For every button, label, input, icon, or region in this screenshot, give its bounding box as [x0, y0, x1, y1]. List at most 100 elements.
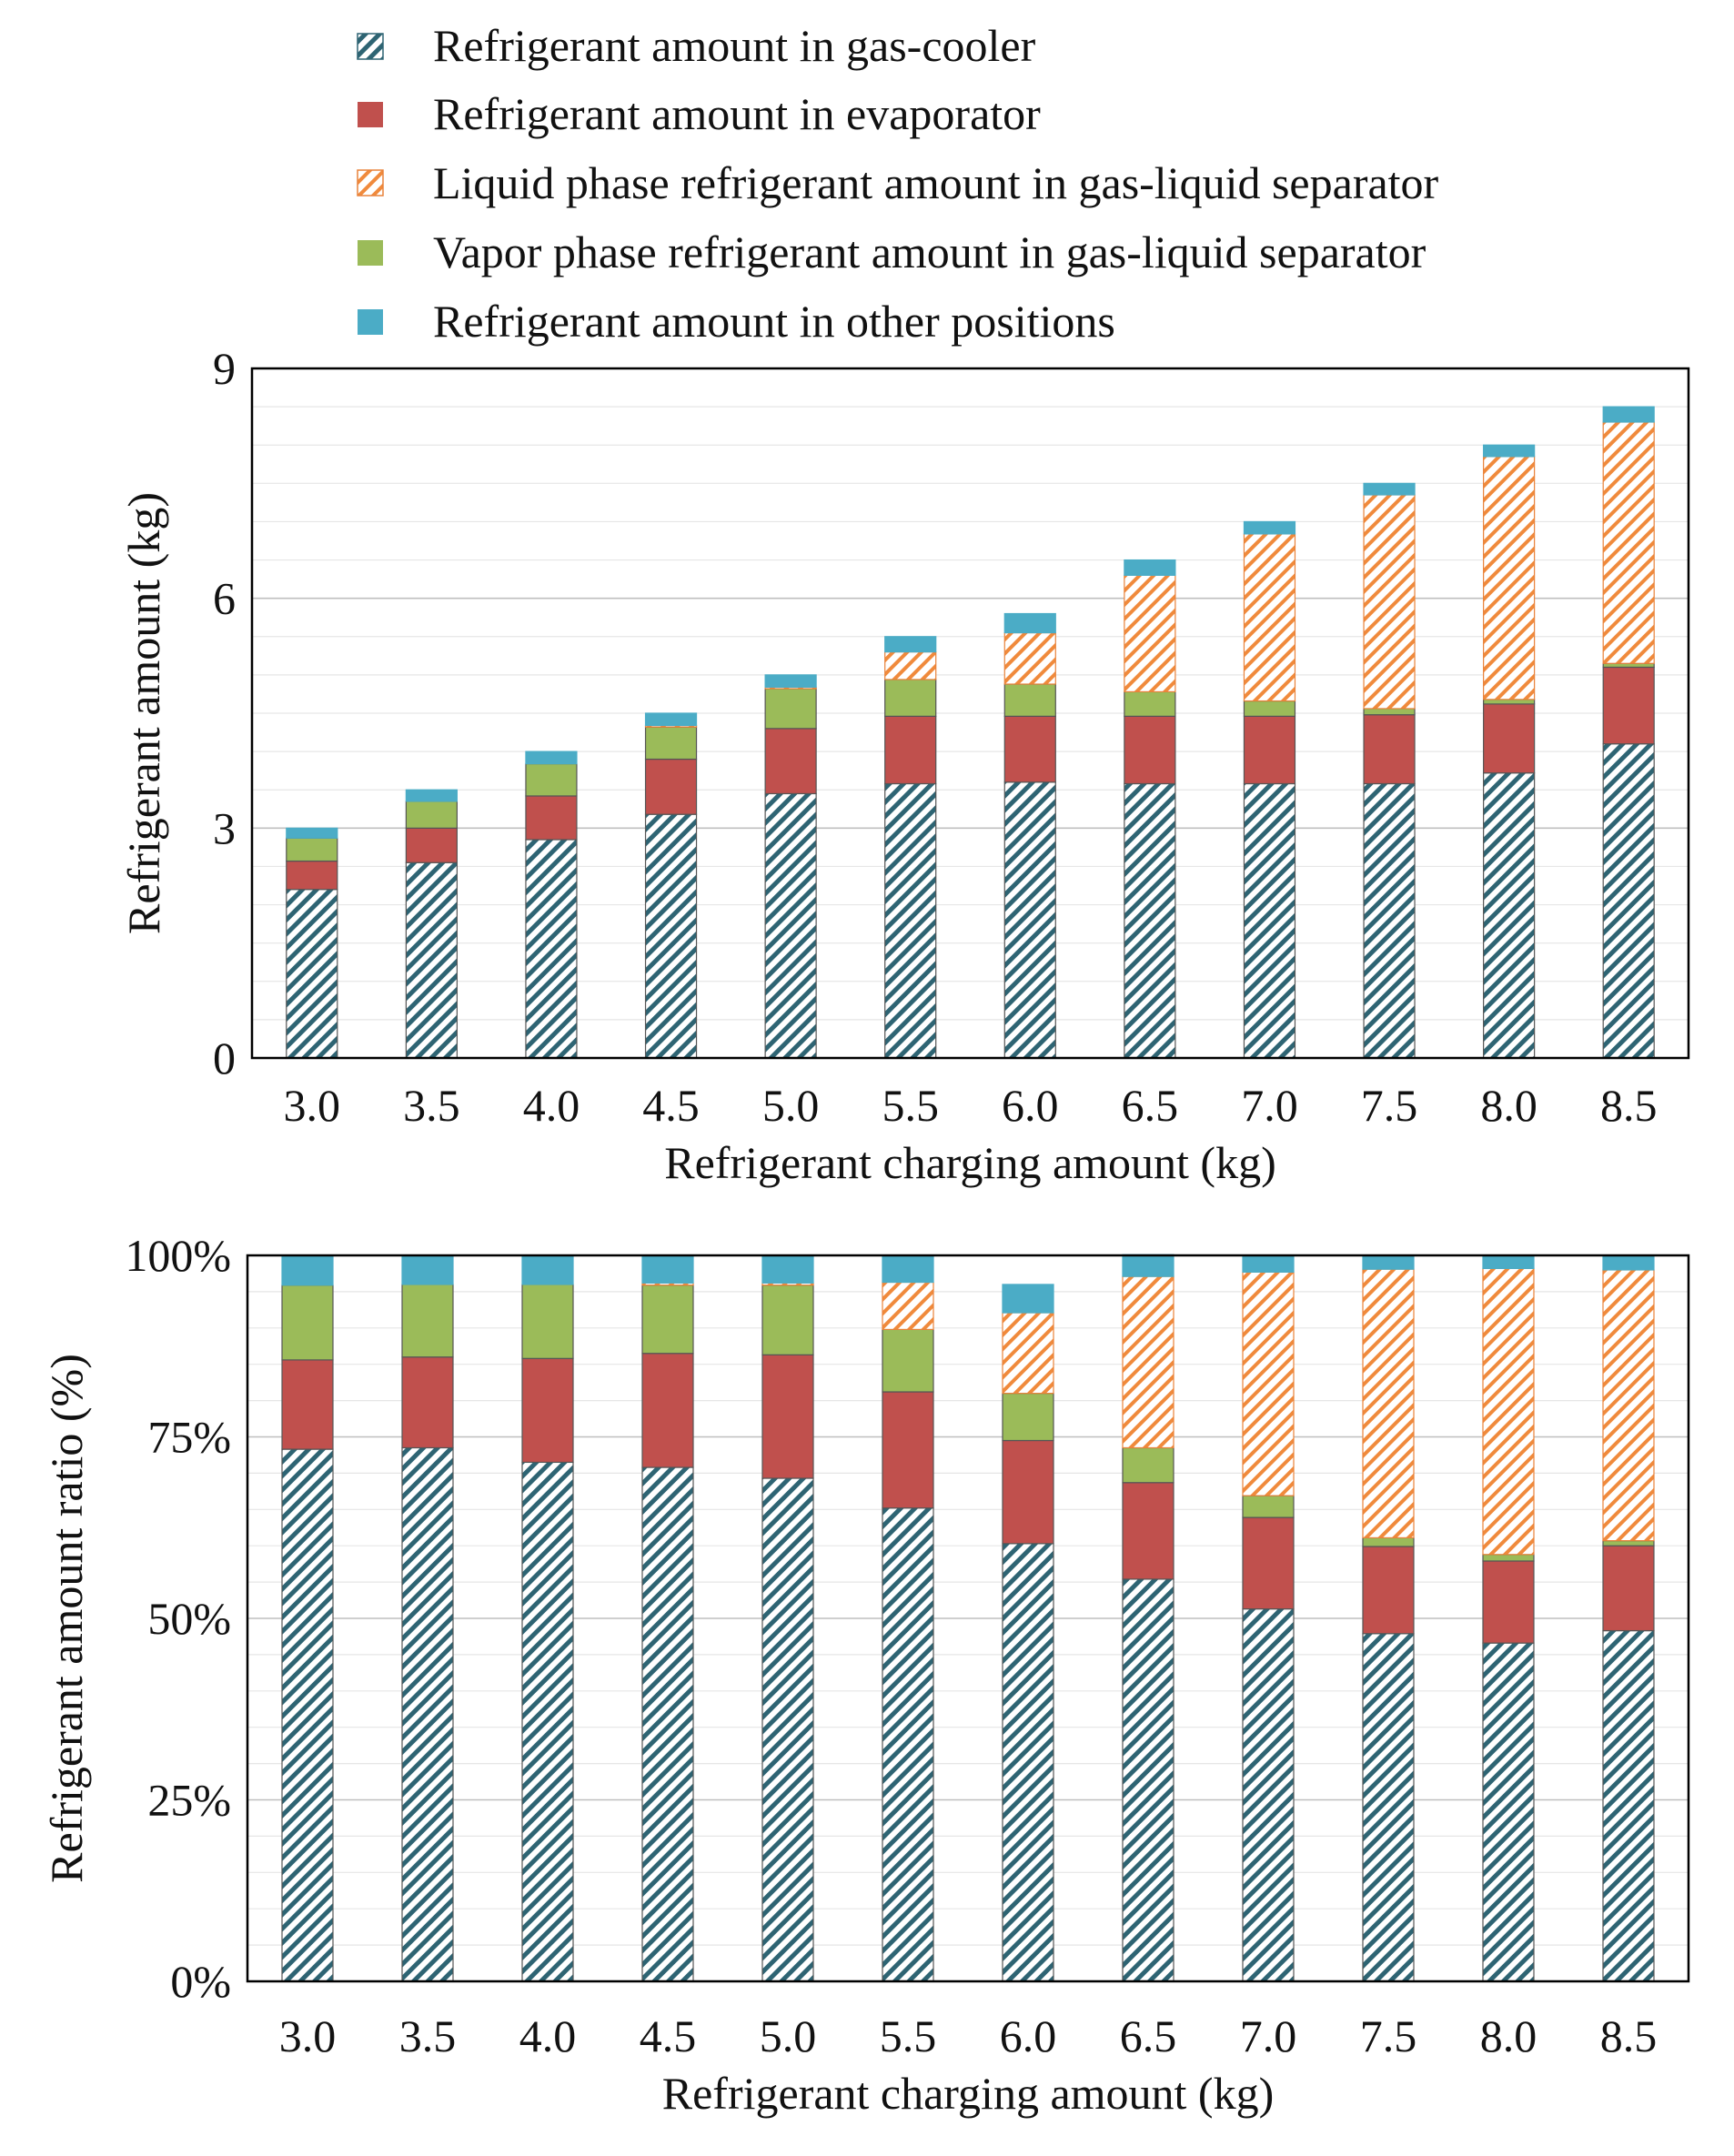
- bars: [281, 1254, 1655, 1982]
- bar-gc-7-5: [1363, 782, 1416, 1059]
- bar-gc-7-5: [1362, 1633, 1415, 1982]
- x-tick-label: 6.5: [1120, 2010, 1177, 2061]
- bar-vap-5-0: [764, 688, 817, 730]
- bar-vap-3-0: [286, 837, 338, 862]
- x-tick-label: 8.0: [1480, 2010, 1537, 2061]
- x-tick-label: 7.5: [1360, 2010, 1417, 2061]
- bar-gc-6-5: [1122, 1578, 1174, 1982]
- bar-gc-8-0: [1483, 772, 1536, 1059]
- bar-oth-8-5: [1602, 1254, 1655, 1271]
- bar-oth-3-5: [405, 789, 458, 802]
- bar-gc-3-0: [281, 1448, 334, 1982]
- legend-item-vapor-phase: Vapor phase refrigerant amount in gas-li…: [358, 227, 1427, 277]
- bar-oth-5-5: [884, 636, 937, 653]
- bar-gc-3-5: [405, 861, 458, 1059]
- bar-gc-4-0: [521, 1461, 574, 1982]
- x-tick-label: 3.5: [403, 1080, 460, 1131]
- legend-swatch-evaporator: [358, 102, 383, 127]
- bar-vap-4-0: [521, 1284, 574, 1359]
- bar-liq-6-0: [1002, 1312, 1054, 1395]
- bar-gc-6-5: [1124, 782, 1176, 1059]
- x-axis-title: Refrigerant charging amount (kg): [664, 1137, 1275, 1188]
- bar-ev-7-5: [1362, 1546, 1415, 1635]
- x-tick-label: 4.0: [523, 1080, 580, 1131]
- bar-liq-7-5: [1363, 494, 1416, 710]
- x-tick-label: 8.5: [1600, 2010, 1658, 2061]
- bar-vap-6-0: [1002, 1393, 1054, 1442]
- bar-oth-6-5: [1124, 559, 1176, 576]
- bar-oth-4-5: [641, 1254, 694, 1284]
- legend-item-evaporator: Refrigerant amount in evaporator: [358, 88, 1041, 139]
- bar-vap-5-5: [882, 1328, 934, 1393]
- x-tick-label: 7.0: [1240, 2010, 1297, 2061]
- gridlines: [247, 1291, 1689, 1946]
- x-tick-label: 8.0: [1480, 1080, 1537, 1131]
- x-tick-label: 7.0: [1241, 1080, 1298, 1131]
- bar-liq-6-0: [1003, 631, 1056, 685]
- y-tick-label: 75%: [147, 1412, 231, 1463]
- y-tick-label: 25%: [147, 1775, 231, 1826]
- bar-oth-5-0: [761, 1254, 814, 1284]
- x-tick-label: 4.5: [640, 2010, 697, 2061]
- plot-frame: [246, 1254, 1690, 1983]
- x-tick-label: 5.0: [760, 2010, 817, 2061]
- bar-ev-3-5: [405, 827, 458, 863]
- legend-item-other-positions: Refrigerant amount in other positions: [358, 296, 1115, 347]
- x-tick-labels: 3.0 3.5 4.0 4.5 5.0 5.5 6.0 6.5 7.0 7.5 8.0 8.5: [284, 1080, 1658, 1131]
- legend-swatch-vapor-phase: [358, 240, 383, 266]
- bar-oth-7-5: [1362, 1254, 1415, 1270]
- bar-gc-5-5: [884, 782, 937, 1059]
- bar-gc-5-0: [761, 1477, 814, 1982]
- legend-item-liquid-phase: Liquid phase refrigerant amount in gas-l…: [357, 157, 1439, 208]
- x-tick-label: 7.5: [1361, 1080, 1418, 1131]
- bar-vap-6-5: [1122, 1446, 1174, 1484]
- bar-oth-6-0: [1003, 612, 1056, 634]
- bar-gc-6-0: [1002, 1543, 1054, 1982]
- bar-gc-3-5: [401, 1446, 454, 1982]
- bar-liq-7-0: [1243, 533, 1296, 702]
- bars: [286, 406, 1655, 1059]
- legend: Refrigerant amount in gas-cooler Refrige…: [357, 20, 1439, 347]
- x-tick-label: 8.5: [1600, 1080, 1658, 1131]
- y-tick-label: 100%: [125, 1230, 231, 1281]
- x-axis-title: Refrigerant charging amount (kg): [662, 2068, 1274, 2119]
- bar-vap-6-0: [1003, 683, 1056, 717]
- bar-ev-8-0: [1483, 703, 1536, 774]
- y-tick-label: 3: [213, 802, 236, 853]
- bar-oth-4-0: [525, 751, 578, 765]
- legend-swatch-gas-cooler: [357, 33, 384, 60]
- bar-oth-3-5: [401, 1254, 454, 1285]
- bar-liq-6-5: [1124, 574, 1176, 693]
- legend-label-other-positions: Refrigerant amount in other positions: [433, 296, 1115, 347]
- bar-oth-5-5: [882, 1254, 934, 1284]
- bar-ev-7-0: [1242, 1516, 1295, 1610]
- chart-amount-ratio: 0% 25% 50% 75% 100% 3.0 3.5 4.0 4.5 5.0 5.5 6.0 6.5 7…: [41, 1230, 1690, 2119]
- bar-gc-5-0: [764, 792, 817, 1059]
- bar-gc-4-5: [644, 813, 698, 1059]
- bar-vap-8-0: [1482, 1554, 1535, 1562]
- bar-ev-4-5: [641, 1353, 694, 1468]
- x-tick-label: 4.0: [519, 2010, 577, 2061]
- legend-label-evaporator: Refrigerant amount in evaporator: [433, 88, 1041, 139]
- bar-ev-4-0: [521, 1357, 574, 1464]
- bar-oth-5-0: [764, 674, 817, 688]
- bar-liq-6-5: [1122, 1275, 1174, 1449]
- bar-liq-7-0: [1242, 1271, 1295, 1496]
- bar-ev-6-5: [1122, 1482, 1174, 1580]
- bar-gc-3-0: [286, 889, 338, 1059]
- bar-oth-4-0: [521, 1254, 574, 1285]
- x-tick-label: 5.5: [882, 1080, 939, 1131]
- bar-ev-7-5: [1363, 714, 1416, 785]
- bar-oth-7-5: [1363, 482, 1416, 496]
- bar-liq-8-5: [1602, 421, 1655, 664]
- bar-vap-3-5: [405, 801, 458, 829]
- y-axis-title: Refrigerant amount ratio (%): [41, 1354, 92, 1883]
- x-tick-label: 3.5: [399, 2010, 457, 2061]
- bar-ev-5-0: [761, 1354, 814, 1479]
- bar-ev-4-5: [644, 758, 698, 815]
- bar-liq-5-5: [884, 651, 937, 680]
- bar-gc-7-0: [1242, 1608, 1295, 1982]
- legend-label-vapor-phase: Vapor phase refrigerant amount in gas-li…: [433, 227, 1427, 277]
- bar-vap-5-0: [761, 1285, 814, 1355]
